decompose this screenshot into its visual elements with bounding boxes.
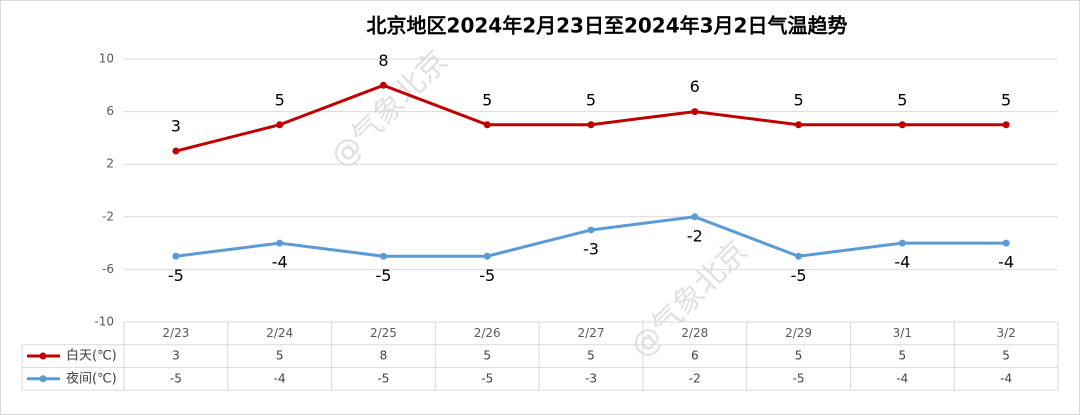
y-tick-label: 6 <box>106 104 114 118</box>
table-value: 8 <box>380 349 388 363</box>
legend-key <box>39 375 47 383</box>
point <box>483 121 491 129</box>
x-tick-label: 2/24 <box>266 326 293 340</box>
legend-label: 夜间(℃) <box>66 371 117 386</box>
point <box>795 121 803 129</box>
table-value: -2 <box>689 371 701 385</box>
x-tick-label: 3/2 <box>996 326 1015 340</box>
table-value: 5 <box>899 349 907 363</box>
table-value: 5 <box>483 349 491 363</box>
point <box>172 252 180 260</box>
chart-title: 北京地区2024年2月23日至2024年3月2日气温趋势 <box>367 14 848 38</box>
data-label: -3 <box>583 239 599 258</box>
point <box>587 121 595 129</box>
point <box>276 121 284 129</box>
table-value: 5 <box>1002 349 1010 363</box>
x-tick-label: 2/26 <box>474 326 501 340</box>
x-tick-label: 2/23 <box>162 326 189 340</box>
data-label: -2 <box>687 226 703 245</box>
data-label: -5 <box>375 266 391 285</box>
table-value: -4 <box>274 371 286 385</box>
point <box>379 252 387 260</box>
data-label: 8 <box>378 51 388 70</box>
table-value: 5 <box>795 349 803 363</box>
x-tick-label: 2/28 <box>681 326 708 340</box>
data-label: 5 <box>793 90 803 109</box>
x-tick-label: 2/29 <box>785 326 812 340</box>
table-value: 5 <box>587 349 595 363</box>
table-value: -5 <box>377 371 389 385</box>
point <box>587 226 595 234</box>
data-label: 6 <box>690 77 700 96</box>
point <box>1002 239 1010 247</box>
y-tick-label: 2 <box>106 157 114 171</box>
legend-label: 白天(℃) <box>66 348 117 364</box>
table-value: 3 <box>172 349 180 363</box>
point <box>898 121 906 129</box>
y-tick-label: -10 <box>94 315 114 329</box>
point <box>898 239 906 247</box>
data-label: 5 <box>482 90 492 109</box>
y-tick-label: -6 <box>102 262 114 276</box>
table-value: -5 <box>793 371 805 385</box>
data-label: -5 <box>479 266 495 285</box>
table-value: -3 <box>585 371 597 385</box>
point <box>691 108 699 116</box>
point <box>379 81 387 89</box>
table-value: -4 <box>896 371 908 385</box>
data-label: 5 <box>586 90 596 109</box>
data-label: -4 <box>894 253 910 272</box>
data-label: 5 <box>897 90 907 109</box>
y-tick-label: -2 <box>102 209 114 223</box>
x-tick-label: 2/27 <box>578 326 605 340</box>
point <box>1002 121 1010 129</box>
data-label: -4 <box>998 253 1014 272</box>
point <box>276 239 284 247</box>
point <box>795 252 803 260</box>
data-label: 3 <box>171 117 181 136</box>
table-value: 5 <box>276 349 284 363</box>
table-value: -4 <box>1000 371 1012 385</box>
y-tick-label: 10 <box>99 52 114 66</box>
data-label: -4 <box>272 253 288 272</box>
table-value: 6 <box>691 349 699 363</box>
table-value: -5 <box>481 371 493 385</box>
data-label: 5 <box>275 90 285 109</box>
point <box>172 147 180 155</box>
legend-key <box>39 352 47 360</box>
x-tick-label: 3/1 <box>893 326 912 340</box>
point <box>691 213 699 221</box>
table-value: -5 <box>170 371 182 385</box>
data-label: -5 <box>791 266 807 285</box>
data-label: -5 <box>168 266 184 285</box>
point <box>483 252 491 260</box>
data-label: 5 <box>1001 90 1011 109</box>
x-tick-label: 2/25 <box>370 326 397 340</box>
